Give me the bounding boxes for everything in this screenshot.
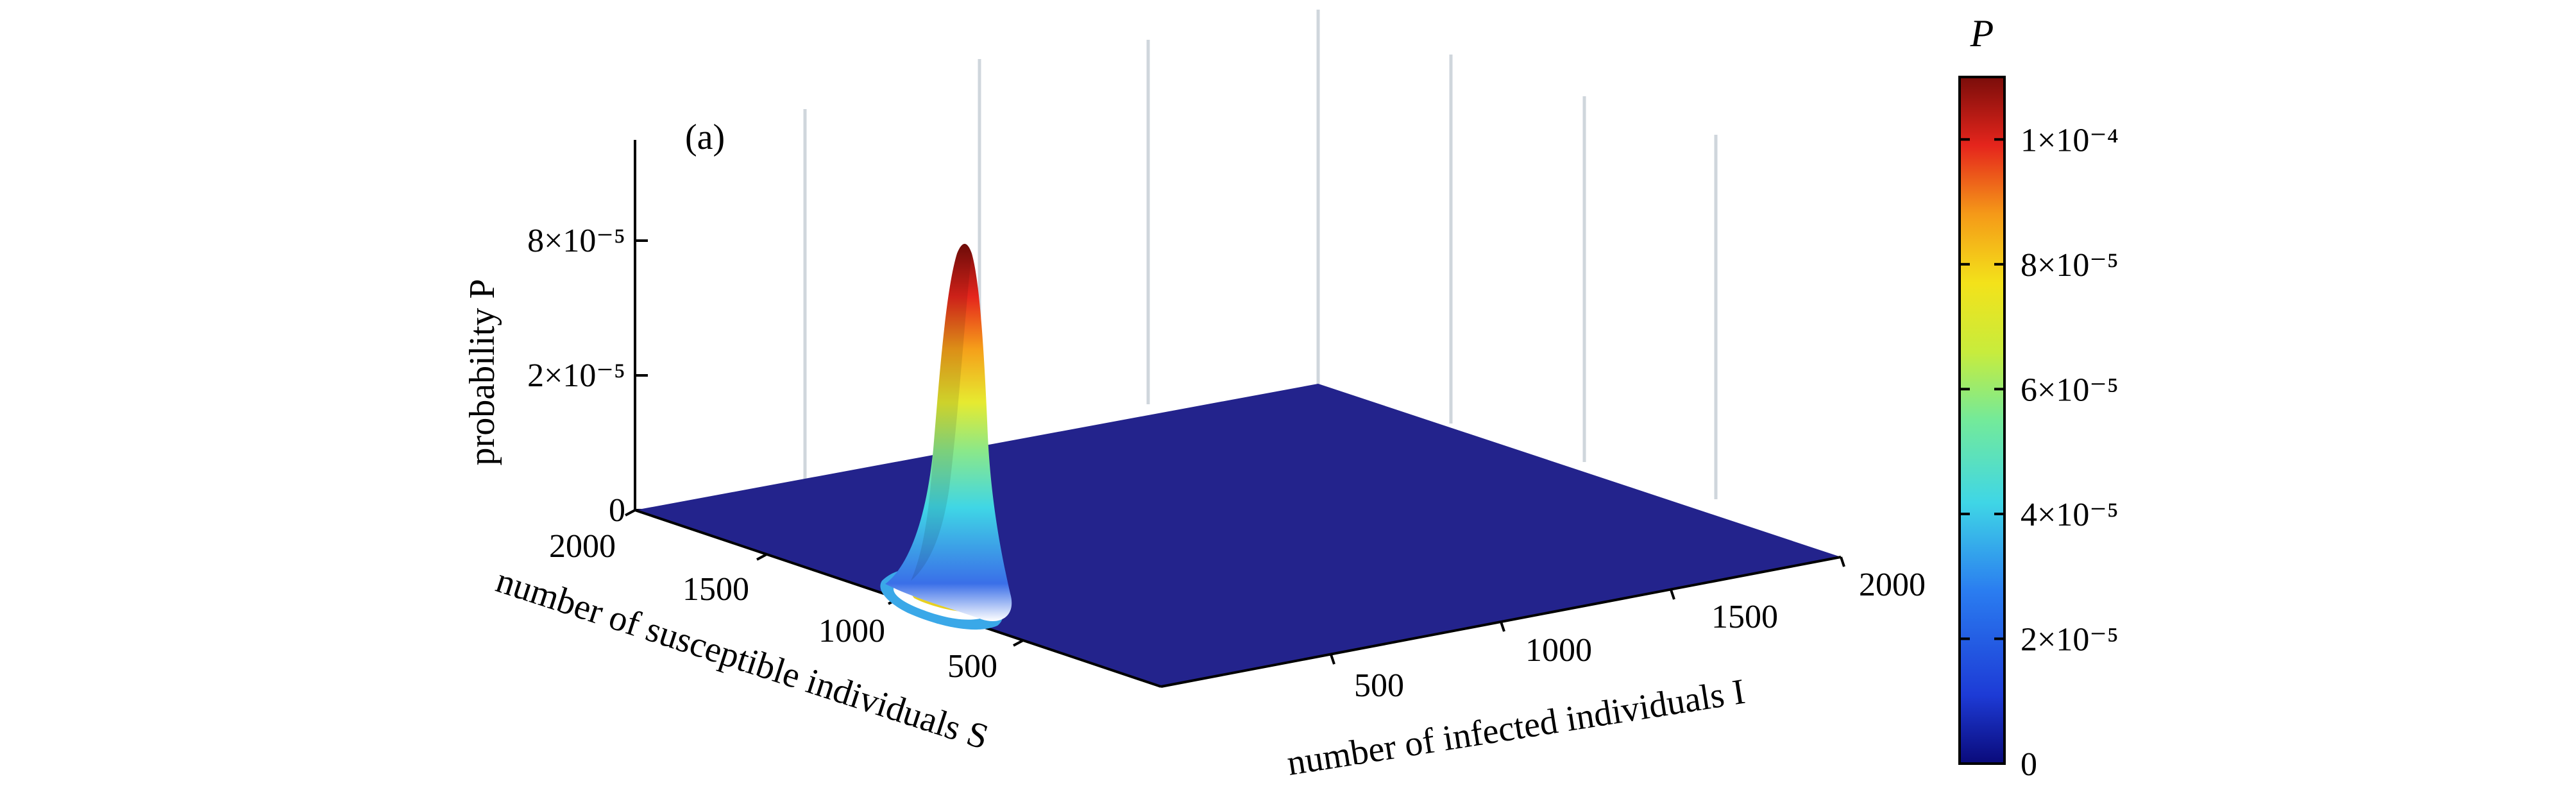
colorbar-ticks: [1960, 138, 2004, 765]
peak-surface: [885, 244, 1012, 622]
s-tick: [1013, 639, 1024, 647]
s-tick-label: 1000: [818, 613, 885, 649]
s-tick: [625, 509, 636, 517]
i-tick-label: 1000: [1525, 632, 1592, 669]
colorbar-tick-label: 8×10⁻⁵: [2021, 247, 2119, 284]
i-tick: [1670, 589, 1675, 600]
i-tick-label: 500: [1354, 667, 1404, 704]
s-tick: [756, 553, 767, 561]
i-tick: [1840, 556, 1845, 567]
colorbar-tick-label: 4×10⁻⁵: [2021, 497, 2119, 533]
colorbar-title: P: [1970, 12, 1994, 55]
i-tick: [1500, 621, 1505, 632]
colorbar: P 0 2×10⁻⁵ 4×10⁻⁵ 6×10⁻⁵ 8×10⁻⁵ 1×10⁻⁴: [1958, 12, 2119, 783]
colorbar-tick-label: 1×10⁻⁴: [2021, 122, 2119, 158]
i-tick-label: 2000: [1859, 567, 1926, 603]
z-axis-label: probability P: [462, 279, 502, 466]
z-tick-label: 2×10⁻⁵: [527, 357, 625, 394]
colorbar-gradient: [1958, 76, 2006, 765]
i-tick-labels: 500 1000 1500 2000: [1354, 567, 1926, 704]
colorbar-tick-label: 6×10⁻⁵: [2021, 372, 2119, 408]
colorbar-tick-labels: 0 2×10⁻⁵ 4×10⁻⁵ 6×10⁻⁵ 8×10⁻⁵ 1×10⁻⁴: [2021, 122, 2119, 783]
colorbar-tick-label: 0: [2021, 746, 2037, 783]
colorbar-tick-label: 2×10⁻⁵: [2021, 621, 2119, 658]
i-tick: [1330, 654, 1335, 665]
panel-label: (a): [685, 117, 725, 157]
s-tick-labels: 500 1000 1500 2000: [549, 528, 997, 685]
z-tick-label: 0: [609, 492, 625, 529]
s-tick-label: 1500: [682, 571, 749, 608]
surface-base-plane: [635, 384, 1841, 687]
s-tick-label: 2000: [549, 528, 616, 565]
s-tick-label: 500: [947, 648, 997, 685]
z-tick-label: 8×10⁻⁵: [527, 223, 625, 259]
z-tick-labels: 0 2×10⁻⁵ 8×10⁻⁵: [527, 223, 625, 529]
z-axis: [634, 140, 648, 511]
i-tick-label: 1500: [1711, 599, 1778, 635]
probability-peak: [880, 244, 1012, 630]
peak-shading: [911, 244, 972, 581]
